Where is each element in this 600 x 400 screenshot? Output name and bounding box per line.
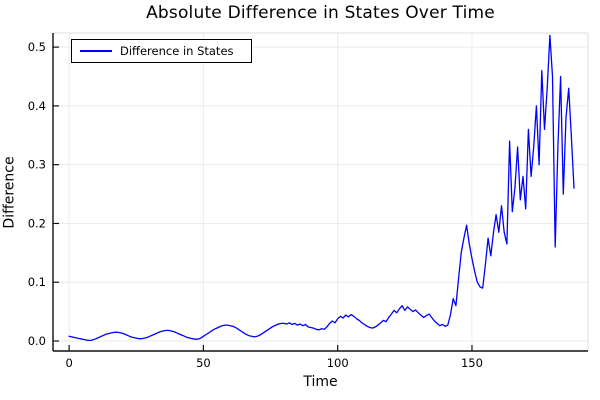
y-tick-label: 0.4 bbox=[28, 99, 46, 113]
difference-line bbox=[68, 34, 575, 342]
x-tick-label: 0 bbox=[65, 356, 72, 370]
y-tick-label: 0.1 bbox=[28, 275, 46, 289]
y-tick-label: 0.0 bbox=[28, 334, 46, 348]
y-axis-label: Difference bbox=[1, 156, 18, 229]
x-tick-label: 150 bbox=[461, 356, 483, 370]
y-tick-label: 0.5 bbox=[28, 40, 46, 54]
legend-box: Difference in States bbox=[71, 39, 252, 63]
y-tick-label: 0.3 bbox=[28, 158, 46, 172]
x-tick-label: 50 bbox=[196, 356, 211, 370]
legend-line-swatch bbox=[80, 50, 112, 52]
y-tick-label: 0.2 bbox=[28, 216, 46, 230]
x-axis-label: Time bbox=[303, 374, 338, 390]
legend-label: Difference in States bbox=[120, 44, 234, 58]
x-tick-label: 100 bbox=[327, 356, 349, 370]
chart-title: Absolute Difference in States Over Time bbox=[146, 3, 495, 23]
